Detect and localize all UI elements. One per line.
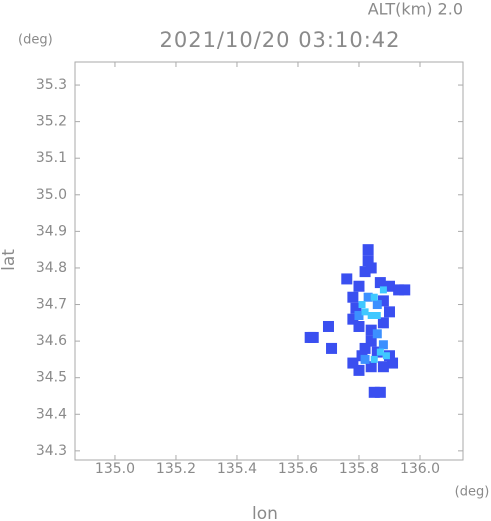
echo-cell (304, 331, 316, 343)
echo-cell (365, 262, 377, 274)
echo-cell (382, 352, 390, 360)
echo-cell (393, 284, 405, 296)
y-axis-label: lat (0, 249, 19, 271)
y-tick-label: 34.6 (36, 333, 67, 349)
chart-title: 2021/10/20 03:10:42 (159, 28, 400, 52)
echo-cell (350, 302, 362, 314)
echo-cell (326, 342, 338, 354)
echo-cell (365, 361, 377, 373)
echo-cell (347, 291, 359, 303)
altitude-label: ALT(km) 2.0 (368, 0, 463, 19)
echo-cell (377, 361, 389, 373)
x-unit: (deg) (455, 485, 490, 500)
echo-cell (359, 266, 371, 278)
y-tick-label: 34.9 (36, 223, 67, 239)
y-tick-label: 34.8 (36, 260, 67, 276)
echo-cell (358, 301, 366, 309)
y-tick-label: 35.1 (36, 150, 67, 166)
echo-cell (347, 357, 359, 369)
y-tick-label: 34.4 (36, 406, 67, 422)
echo-cell (399, 284, 411, 296)
echo-cell (387, 357, 399, 369)
x-tick-label: 135.8 (339, 461, 379, 477)
echo-cell (377, 317, 389, 329)
x-tick-label: 135.6 (278, 461, 318, 477)
echo-cell (365, 324, 377, 336)
echo-cell (361, 308, 369, 316)
echo-cell (363, 292, 373, 302)
echo-cell (376, 348, 384, 356)
y-unit: (deg) (18, 33, 53, 48)
echo-cell (362, 244, 374, 256)
echo-cell (353, 280, 365, 292)
y-tick-label: 34.5 (36, 370, 67, 386)
y-tick-label: 35.3 (36, 77, 67, 93)
echo-cell (374, 277, 386, 289)
echo-cell (373, 312, 381, 320)
echo-cell (341, 273, 353, 285)
plot-frame (74, 61, 464, 461)
echo-cell (353, 364, 365, 376)
echo-cell (372, 300, 382, 310)
x-tick-label: 136.0 (400, 461, 440, 477)
echo-cell (347, 313, 359, 325)
echo-cell (362, 255, 374, 267)
y-tick-label: 34.7 (36, 297, 67, 313)
x-tick-label: 135.4 (217, 461, 257, 477)
echo-cell (378, 340, 388, 350)
echo-cell (360, 354, 370, 364)
echo-cell (377, 295, 389, 307)
echo-cell (359, 342, 371, 354)
echo-cell (370, 293, 378, 301)
echo-cell (354, 311, 364, 321)
echo-cell (379, 286, 387, 294)
y-tick-label: 34.3 (36, 443, 67, 459)
echo-cell (365, 335, 377, 347)
x-tick-label: 135.0 (95, 461, 135, 477)
echo-cell (372, 329, 382, 339)
echo-cell (367, 312, 375, 320)
echo-cell (383, 280, 395, 292)
x-axis-label: lon (252, 504, 278, 521)
echo-cell (374, 386, 386, 398)
echo-cell (383, 306, 395, 318)
x-tick-label: 135.2 (156, 461, 196, 477)
y-tick-label: 35.2 (36, 114, 67, 130)
echo-cell (353, 320, 365, 332)
y-tick-label: 35.0 (36, 187, 67, 203)
echo-cell (368, 386, 380, 398)
echo-cell (370, 355, 378, 363)
echo-cell (322, 320, 334, 332)
